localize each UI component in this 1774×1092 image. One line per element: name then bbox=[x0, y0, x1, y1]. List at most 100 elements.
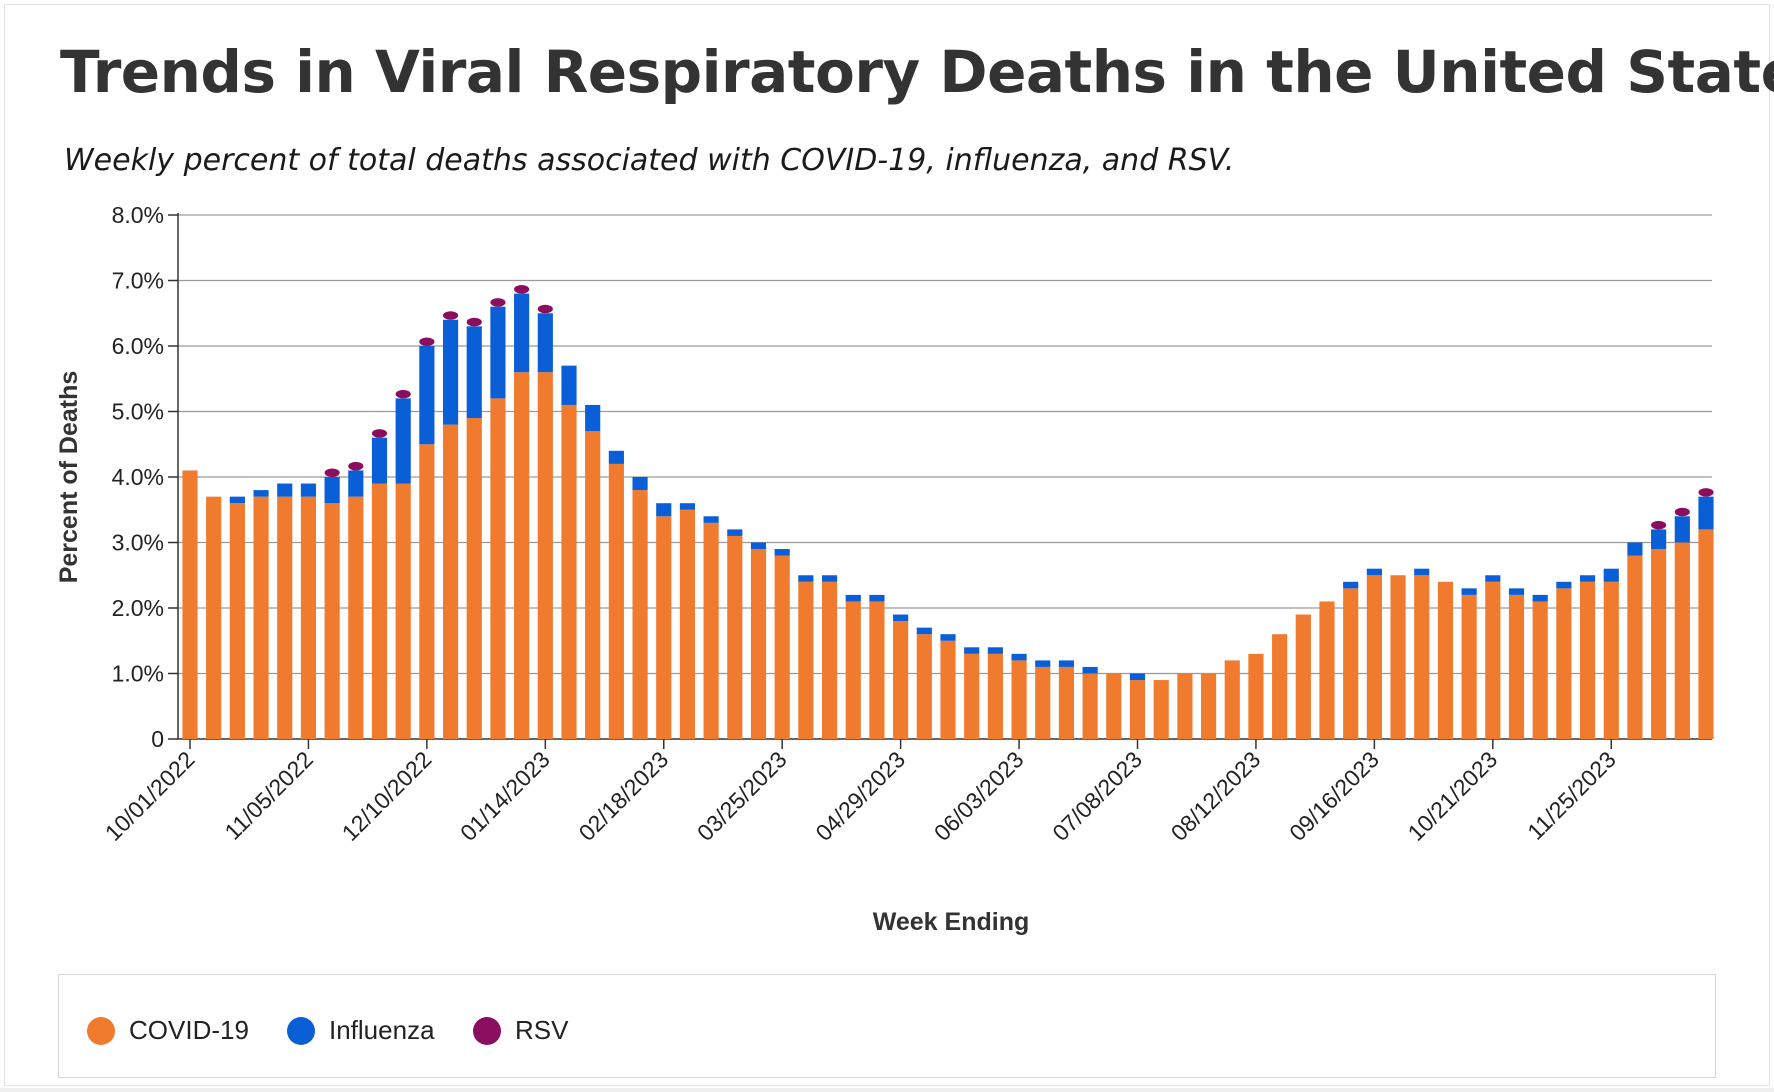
bar-influenza bbox=[1082, 666, 1098, 674]
bar-covid bbox=[442, 424, 459, 739]
bar-influenza bbox=[940, 634, 956, 641]
bar-influenza bbox=[1674, 516, 1690, 543]
bar-influenza bbox=[466, 326, 482, 419]
bar-influenza bbox=[1414, 568, 1430, 576]
bar-covid bbox=[1153, 680, 1169, 739]
x-tick-label: 08/12/2023 bbox=[1166, 746, 1266, 846]
bar-covid bbox=[1651, 549, 1667, 739]
bar-influenza bbox=[1485, 575, 1501, 582]
bar-covid bbox=[1627, 555, 1643, 739]
bar-covid bbox=[1414, 575, 1430, 739]
x-tick-label: 07/08/2023 bbox=[1047, 746, 1147, 846]
bar-influenza bbox=[1627, 542, 1643, 556]
bottom-band bbox=[0, 1088, 1774, 1092]
bar-influenza bbox=[324, 477, 340, 504]
bar-rsv bbox=[537, 304, 553, 314]
bar-rsv bbox=[324, 468, 340, 477]
bar-covid bbox=[1674, 542, 1690, 739]
bar-covid bbox=[1106, 673, 1122, 739]
bar-covid bbox=[1011, 660, 1027, 739]
bar-covid bbox=[466, 418, 482, 739]
bar-influenza bbox=[1603, 568, 1619, 582]
legend-item-rsv[interactable]: RSV bbox=[473, 1015, 568, 1046]
bar-covid bbox=[821, 581, 838, 739]
x-tick-label: 10/01/2022 bbox=[100, 746, 200, 846]
bar-covid bbox=[1603, 581, 1619, 739]
bar-rsv bbox=[466, 317, 482, 327]
bar-influenza bbox=[514, 293, 530, 373]
bar-influenza bbox=[348, 470, 364, 497]
bar-covid bbox=[1508, 594, 1525, 739]
bar-covid bbox=[1295, 614, 1311, 739]
bar-covid bbox=[537, 372, 553, 739]
bar-covid bbox=[987, 653, 1003, 739]
bar-covid bbox=[774, 555, 790, 739]
bar-influenza bbox=[395, 398, 411, 484]
bar-influenza bbox=[916, 627, 932, 635]
bar-influenza bbox=[442, 319, 459, 425]
legend-item-influenza[interactable]: Influenza bbox=[287, 1015, 435, 1046]
bar-influenza bbox=[632, 477, 648, 491]
stacked-bar-chart: 0 1.0% 2.0% 3.0% 4.0% 5.0% 6.0% 7.0% 8.0% 10/01/2… bbox=[55, 202, 1714, 936]
x-axis-title: Week Ending bbox=[873, 908, 1030, 936]
bar-influenza bbox=[1343, 581, 1359, 589]
bar-covid bbox=[727, 535, 743, 739]
bar-rsv bbox=[1674, 507, 1690, 517]
influenza-swatch-icon bbox=[287, 1016, 315, 1045]
bar-covid bbox=[1272, 634, 1288, 739]
x-tick-label: 02/18/2023 bbox=[573, 746, 673, 846]
bar-covid bbox=[1319, 601, 1335, 739]
bar-covid bbox=[182, 470, 198, 739]
bar-covid bbox=[940, 640, 956, 739]
x-tick-label: 10/21/2023 bbox=[1403, 746, 1503, 846]
bar-covid bbox=[845, 601, 861, 739]
chart-title: Trends in Viral Respiratory Deaths in th… bbox=[60, 38, 1774, 106]
chart-subtitle: Weekly percent of total deaths associate… bbox=[64, 143, 1235, 178]
bar-influenza bbox=[1011, 653, 1027, 661]
bar-influenza bbox=[1579, 575, 1596, 582]
bar-covid bbox=[253, 496, 269, 739]
bar-influenza bbox=[1035, 660, 1051, 667]
bar-covid bbox=[324, 503, 340, 739]
x-tick-label: 06/03/2023 bbox=[929, 746, 1029, 846]
bar-covid bbox=[1200, 673, 1217, 739]
bar-covid bbox=[798, 581, 814, 739]
bar-influenza bbox=[585, 404, 601, 432]
legend-label-influenza: Influenza bbox=[329, 1015, 435, 1045]
bar-influenza bbox=[727, 529, 743, 536]
bar-influenza bbox=[1129, 673, 1146, 681]
bar-covid bbox=[1437, 581, 1454, 739]
y-tick-label: 3.0% bbox=[112, 530, 164, 556]
bar-influenza bbox=[1461, 588, 1477, 595]
bar-influenza bbox=[277, 483, 293, 497]
bar-influenza bbox=[679, 503, 696, 510]
x-tick-label: 11/05/2022 bbox=[219, 746, 318, 845]
bar-influenza bbox=[229, 496, 245, 504]
bar-covid bbox=[656, 516, 672, 739]
bar-covid bbox=[869, 601, 885, 739]
bar-rsv bbox=[514, 285, 530, 294]
y-tick-label: 7.0% bbox=[112, 268, 164, 294]
legend-item-covid[interactable]: COVID-19 bbox=[87, 1015, 249, 1046]
bar-covid bbox=[561, 404, 577, 739]
y-tick-label: 5.0% bbox=[112, 399, 164, 425]
y-tick-label: 6.0% bbox=[112, 333, 164, 359]
y-tick-label: 0 bbox=[151, 726, 164, 752]
bar-covid bbox=[1343, 588, 1359, 739]
bar-covid bbox=[1177, 673, 1193, 739]
bar-covid bbox=[1129, 680, 1146, 739]
bar-rsv bbox=[1651, 520, 1667, 530]
bar-covid bbox=[1248, 653, 1264, 739]
bar-covid bbox=[1532, 601, 1548, 739]
bar-covid bbox=[1579, 581, 1596, 739]
bar-covid bbox=[585, 431, 601, 739]
bar-rsv bbox=[442, 311, 459, 320]
bar-rsv bbox=[371, 429, 388, 438]
bar-covid bbox=[1461, 594, 1477, 739]
bar-covid bbox=[750, 549, 767, 739]
bar-influenza bbox=[561, 365, 577, 405]
bar-covid bbox=[348, 496, 364, 739]
bar-influenza bbox=[537, 313, 553, 373]
bar-covid bbox=[300, 496, 317, 739]
bar-covid bbox=[893, 621, 909, 739]
